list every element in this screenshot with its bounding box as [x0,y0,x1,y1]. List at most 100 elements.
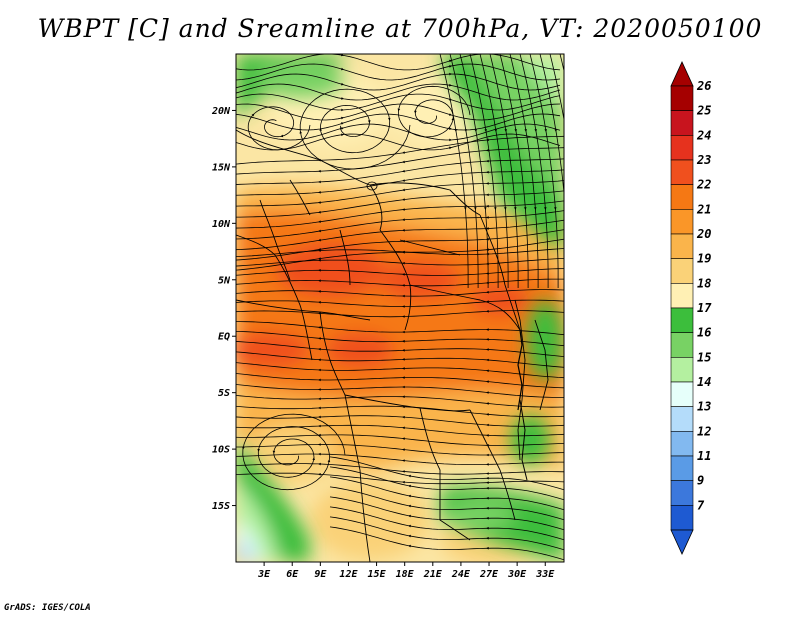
streamline [236,405,564,418]
streamline-arrow [318,279,321,282]
colorbar-swatch [670,455,694,481]
streamline [236,415,564,427]
streamline-arrow [318,424,321,428]
streamline-arrow [486,481,489,484]
streamline-arrow [318,269,321,272]
streamline-arrow [318,290,321,293]
colorbar-label: 9 [697,474,704,488]
streamline-arrow [554,129,557,132]
streamline-arrow [318,388,321,391]
streamline [236,310,564,318]
streamline-arrow [318,191,321,194]
streamline-arrow [486,402,489,405]
streamline [236,321,564,336]
streamline-arrow [402,349,405,352]
streamline-arrow [318,337,321,340]
streamline-arrow [312,457,315,461]
streamline-arrow [449,83,452,87]
streamline-arrow [341,82,344,86]
streamline-arrow [402,480,405,484]
streamline-arrow [318,397,321,401]
colorbar-label: 18 [697,276,711,290]
streamline-arrow [486,380,489,383]
colorbar-label: 19 [697,252,711,266]
streamline [519,54,549,288]
streamline-arrow [464,207,467,210]
streamline [236,257,564,267]
streamline [236,210,564,240]
streamline-arrow [402,198,405,201]
streamline-arrow [449,98,452,101]
streamline-arrow [318,433,321,437]
streamline-arrow [494,129,497,132]
streamline-arrow [318,473,321,476]
streamline-arrow [449,65,452,68]
streamline-arrow [504,129,507,132]
streamline-arrow [574,129,577,132]
streamline-arrow [554,207,557,210]
streamline-arrow [251,113,255,117]
streamline-arrow [486,216,489,219]
streamline-arrow [402,160,405,164]
streamline [329,476,564,511]
streamline-arrow [451,117,455,121]
streamline-arrow [368,120,371,124]
colorbar-label: 20 [696,227,711,241]
colorbar-swatch [670,332,694,358]
streamline [236,63,561,81]
streamline [299,88,411,170]
streamline-arrow [408,474,411,478]
streamline [236,394,564,408]
lat-label: 15S [212,501,230,512]
streamline-arrow [402,395,405,398]
streamline-arrow [402,284,405,287]
streamline-arrow [486,453,489,457]
streamline [236,278,564,287]
streamline [236,229,564,261]
streamline-arrow [514,129,517,132]
streamline-arrow [319,128,322,131]
streamline [236,200,564,229]
streamline-arrow [280,134,284,138]
streamline [236,289,564,297]
streamline [489,54,519,288]
lon-label: 21E [423,569,443,580]
colorbar-swatch [670,381,694,407]
colorbar-label: 24 [696,128,711,142]
streamline [236,219,564,251]
streamline [329,456,564,491]
streamline-arrow [318,378,321,382]
streamline-arrow [486,159,489,163]
streamline [499,54,529,288]
streamline-arrow [486,204,489,208]
streamline-arrow [341,127,344,130]
streamline-arrow [408,544,411,548]
streamline [236,54,561,71]
streamline-arrow [534,129,537,132]
streamline-arrow [449,59,452,63]
streamline-arrow [402,179,405,182]
streamline-arrow [402,385,405,389]
streamline-arrow [486,496,489,500]
streamline-arrow [402,315,405,318]
streamline-arrow [486,193,489,197]
lon-label: 27E [479,569,499,580]
streamline [236,248,564,258]
streamline-arrow [318,249,321,252]
streamline [236,463,564,475]
streamline-arrow [408,524,411,528]
streamline [236,93,561,111]
streamline-arrow [474,207,477,210]
streamline-arrow [486,182,489,185]
streamline-arrow [486,310,489,313]
streamline [236,113,561,131]
streamline [439,54,469,288]
country-borders [236,129,549,562]
streamline-arrow [474,129,477,132]
streamline [236,73,561,91]
streamline-arrow [341,97,344,100]
streamline-arrow [402,229,405,232]
streamline-arrow [584,207,587,210]
streamline-arrow [408,514,411,518]
streamline [236,330,564,347]
